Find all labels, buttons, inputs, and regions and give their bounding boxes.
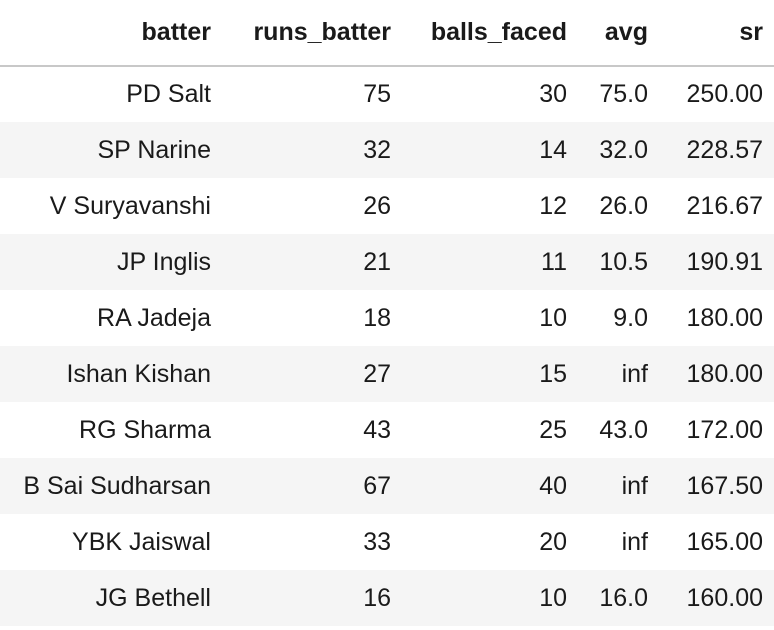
cell-sr: 250.00 — [686, 80, 763, 108]
cell-avg: inf — [621, 527, 648, 556]
cell-batter: V Suryavanshi — [49, 191, 211, 220]
cell-avg: 10.5 — [599, 247, 648, 276]
table-row: PD Salt 75 30 75.0 250.00 — [0, 66, 774, 122]
cell-sr: 180.00 — [686, 359, 763, 388]
column-header-avg: avg — [578, 0, 659, 67]
table-row: JG Bethell 16 10 16.0 160.00 — [0, 570, 774, 626]
cell-avg: 26.0 — [599, 191, 648, 220]
cell-batter: Ishan Kishan — [66, 359, 211, 388]
cell-batter: RA Jadeja — [97, 303, 211, 332]
cell-sr: 160.00 — [686, 583, 763, 612]
cell-sr: 216.67 — [686, 191, 763, 220]
cell-runs-batter: 67 — [363, 471, 391, 500]
cell-balls-faced: 10 — [539, 583, 567, 612]
table-row: B Sai Sudharsan 67 40 inf 167.50 — [0, 458, 774, 514]
cell-sr: 172.00 — [686, 415, 763, 444]
cell-runs-batter: 18 — [363, 303, 391, 332]
cell-balls-faced: 20 — [539, 527, 567, 556]
cell-avg: inf — [621, 471, 648, 500]
cell-sr: 167.50 — [686, 471, 763, 500]
cell-balls-faced: 40 — [539, 471, 567, 500]
table-row: YBK Jaiswal 33 20 inf 165.00 — [0, 514, 774, 570]
cell-batter: RG Sharma — [79, 415, 211, 444]
cell-runs-batter: 43 — [363, 415, 391, 444]
table-row: SP Narine 32 14 32.0 228.57 — [0, 122, 774, 178]
column-header-batter: batter — [0, 0, 222, 67]
cell-balls-faced: 10 — [539, 303, 567, 332]
cell-balls-faced: 30 — [539, 80, 567, 108]
cell-avg: 9.0 — [613, 303, 648, 332]
cell-balls-faced: 12 — [539, 191, 567, 220]
header-row: batter runs_batter balls_faced avg sr — [0, 0, 774, 67]
table-row: RA Jadeja 18 10 9.0 180.00 — [0, 290, 774, 346]
cell-runs-batter: 21 — [363, 247, 391, 276]
cell-avg: 32.0 — [599, 135, 648, 164]
column-header-runs-batter: runs_batter — [222, 0, 402, 67]
cell-sr: 165.00 — [686, 527, 763, 556]
cell-sr: 190.91 — [686, 247, 763, 276]
column-header-balls-faced: balls_faced — [402, 0, 578, 67]
table-header: batter runs_batter balls_faced avg sr — [0, 0, 774, 67]
cell-batter: SP Narine — [97, 135, 212, 164]
cell-batter: PD Salt — [126, 80, 211, 108]
cell-runs-batter: 75 — [363, 80, 391, 108]
cell-balls-faced: 14 — [539, 135, 567, 164]
table-body: PD Salt 75 30 75.0 250.00 SP Narine 32 14 32.0 22… — [0, 66, 774, 626]
table-row: Ishan Kishan 27 15 inf 180.00 — [0, 346, 774, 402]
cell-batter: YBK Jaiswal — [72, 527, 211, 556]
cell-balls-faced: 25 — [539, 415, 567, 444]
cell-batter: JG Bethell — [95, 583, 211, 612]
cell-avg: 75.0 — [599, 80, 648, 108]
bottom-edge — [0, 626, 774, 630]
cell-runs-batter: 16 — [363, 583, 391, 612]
cell-avg: 43.0 — [599, 415, 648, 444]
cell-avg: 16.0 — [599, 583, 648, 612]
cell-balls-faced: 15 — [539, 359, 567, 388]
cell-sr: 228.57 — [686, 135, 763, 164]
cell-runs-batter: 33 — [363, 527, 391, 556]
cell-runs-batter: 27 — [363, 359, 391, 388]
cell-runs-batter: 32 — [363, 135, 391, 164]
table-row: RG Sharma 43 25 43.0 172.00 — [0, 402, 774, 458]
cell-avg: inf — [621, 359, 648, 388]
column-header-sr: sr — [659, 0, 774, 67]
cell-batter: B Sai Sudharsan — [23, 471, 211, 500]
cell-balls-faced: 11 — [541, 247, 567, 276]
cell-batter: JP Inglis — [116, 247, 211, 276]
table-row: JP Inglis 21 11 10.5 190.91 — [0, 234, 774, 290]
cell-sr: 180.00 — [686, 303, 763, 332]
cell-runs-batter: 26 — [363, 191, 391, 220]
table-row: V Suryavanshi 26 12 26.0 216.67 — [0, 178, 774, 234]
